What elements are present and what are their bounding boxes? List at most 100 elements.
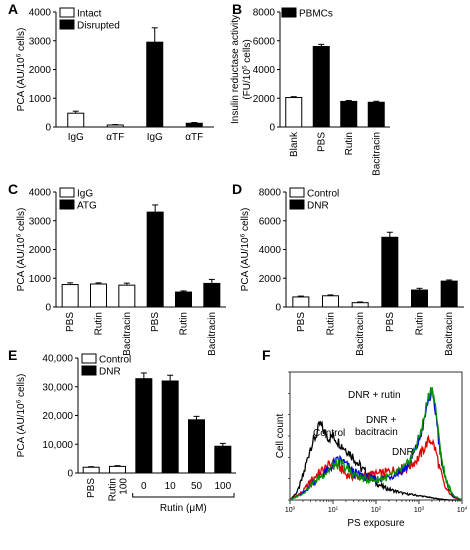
annotation-dnr-rutin: DNR + rutin <box>348 390 401 401</box>
bar <box>440 280 458 308</box>
bar <box>367 101 385 128</box>
legend-swatch <box>59 19 75 30</box>
bar <box>146 211 164 308</box>
category-label: Rutin <box>326 312 337 335</box>
legend-swatch <box>281 7 297 18</box>
category-label: 100 <box>119 478 130 495</box>
annotation-dnr-bacitracin: bacitracin <box>355 427 398 438</box>
bar <box>61 284 79 308</box>
annotation-control: Control <box>313 428 345 439</box>
legend-label: IgG <box>77 189 93 200</box>
legend-swatch <box>289 187 305 198</box>
bar <box>381 236 399 308</box>
category-label: Bacitracin <box>122 312 133 356</box>
legend-swatch <box>81 365 97 376</box>
legend-label: Intact <box>77 9 102 20</box>
x-tick-label: 102​ <box>371 506 382 514</box>
annotation-dnr: DNR <box>392 447 414 458</box>
bar <box>185 122 203 128</box>
y-tick-label: 0 <box>275 303 281 314</box>
y-tick-label: 0 <box>45 123 51 134</box>
bar <box>203 282 221 308</box>
y-tick-label: 6000 <box>253 36 276 47</box>
y-axis-label: PCA (AU/106​ cells) <box>240 208 252 292</box>
bar <box>118 284 136 308</box>
bar <box>175 291 192 308</box>
bar <box>312 46 330 128</box>
legend-label: Control <box>99 355 131 366</box>
category-label: IgG <box>68 132 84 143</box>
bracket <box>132 493 235 498</box>
y-axis-label: PCA (AU/106​ cells) <box>16 28 28 112</box>
annotation-dnr-bacitracin: DNR + <box>366 415 396 426</box>
panel-letter-f: F <box>262 347 271 363</box>
legend-label: DNR <box>99 367 121 378</box>
legend-swatch <box>289 199 305 210</box>
bar <box>214 445 232 474</box>
panel-letter-c: C <box>8 181 18 197</box>
y-tick-label: 2000 <box>253 94 276 105</box>
category-label: PBS <box>316 132 327 152</box>
bar <box>82 466 100 474</box>
histogram-line <box>289 420 462 501</box>
category-label: PBS <box>150 312 161 332</box>
bar <box>292 296 310 308</box>
legend-swatch <box>59 7 75 18</box>
category-label: αTF <box>106 132 124 143</box>
legend-label: ATG <box>77 201 97 212</box>
y-tick-label: 4000 <box>259 245 282 256</box>
y-axis-label: Cell count <box>275 414 286 459</box>
category-label: IgG <box>147 132 163 143</box>
legend-label: Control <box>307 189 339 200</box>
bar <box>351 302 369 308</box>
panel-f: F 100​ 101​ 102​ 103​ 104​ Control DNR + rutin… <box>262 347 468 529</box>
y-tick-label: 1000 <box>29 94 52 105</box>
legend-label: Disrupted <box>77 21 120 32</box>
bar <box>411 289 428 308</box>
category-label: PBS <box>65 312 76 332</box>
y-tick-label: 20,000 <box>42 411 73 422</box>
y-tick-label: 40,000 <box>42 354 73 365</box>
category-label: Bacitracin <box>207 312 218 356</box>
y-tick-label: 2000 <box>259 274 282 285</box>
panel-letter-b: B <box>232 1 242 17</box>
panel-d: D 0 2000 4000 6000 8000 PCA (AU/106​ cells) PB… <box>232 181 464 356</box>
category-label: Rutin <box>94 312 105 335</box>
y-tick-label: 0 <box>67 469 73 480</box>
y-axis-label: (FU/105​ cells) <box>242 39 254 99</box>
category-label: 0 <box>141 481 147 492</box>
histogram-line <box>289 434 463 501</box>
bar <box>67 112 85 128</box>
x-axis-label: PS exposure <box>347 518 405 529</box>
legend-label: DNR <box>307 201 329 212</box>
panel-letter-a: A <box>8 1 18 17</box>
category-label: 10 <box>165 481 177 492</box>
y-tick-label: 8000 <box>253 8 276 19</box>
category-label: PBS <box>385 312 396 332</box>
bar <box>109 465 126 474</box>
category-label: Bacitracin <box>371 132 382 176</box>
bar <box>322 295 339 308</box>
bar <box>135 378 153 474</box>
legend-label: PBMCs <box>299 9 333 20</box>
bracket-label: Rutin (μM) <box>160 503 207 514</box>
y-axis-label: PCA (AU/106​ cells) <box>16 374 28 458</box>
category-label: PBS <box>296 312 307 332</box>
bar <box>188 419 205 474</box>
category-label: Rutin <box>415 312 426 335</box>
y-tick-label: 1000 <box>29 274 52 285</box>
y-tick-label: 30,000 <box>42 382 73 393</box>
bar <box>146 41 164 128</box>
category-label: Blank <box>289 131 300 157</box>
y-tick-label: 8000 <box>259 188 282 199</box>
x-tick-label: 104​ <box>457 506 468 514</box>
category-label: Bacitracin <box>355 312 366 356</box>
category-label: Rutin <box>344 132 355 155</box>
panel-letter-e: E <box>8 347 17 363</box>
bar <box>90 283 107 308</box>
bar <box>161 380 179 474</box>
category-label: 100 <box>214 481 231 492</box>
y-tick-label: 6000 <box>259 216 282 227</box>
